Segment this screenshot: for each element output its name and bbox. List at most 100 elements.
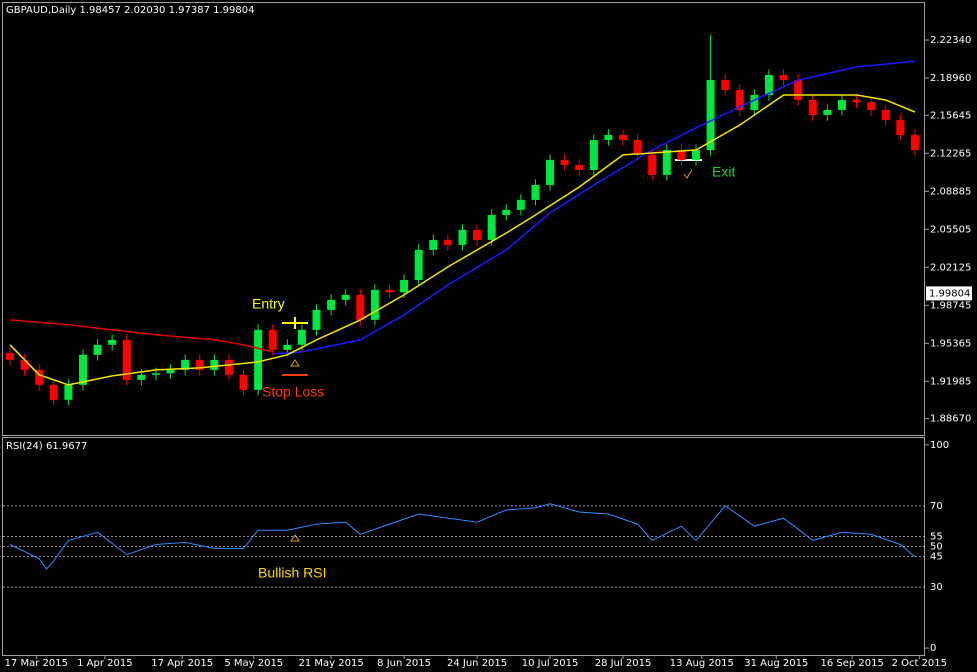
candle-body (356, 294, 365, 320)
x-tick-label: 13 Aug 2015 (670, 658, 734, 669)
candle-body (808, 99, 817, 116)
chart-title: GBPAUD,Daily 1.98457 2.02030 1.97387 1.9… (6, 5, 254, 16)
candle-body (166, 369, 175, 374)
arrow-icon (290, 534, 300, 542)
candle-body (122, 339, 131, 380)
candle-body (6, 353, 15, 360)
candle-body (429, 239, 438, 250)
y-tick-label: 1.91985 (930, 376, 971, 387)
candle-body (881, 109, 890, 120)
candle-body (385, 289, 394, 293)
candle-body (604, 135, 613, 140)
arrow-icon (290, 359, 300, 367)
candle-body (137, 374, 146, 380)
candle-body (414, 249, 423, 280)
candle-body (706, 80, 715, 150)
candle-body (283, 344, 292, 350)
candle-body (64, 384, 73, 400)
candle-body (443, 239, 452, 245)
candle-body (779, 74, 788, 81)
x-tick-label: 8 Jun 2015 (377, 658, 431, 669)
y-tick-label: 2.15645 (930, 110, 971, 121)
candle-body (648, 154, 657, 175)
x-tick-label: 31 Aug 2015 (744, 658, 808, 669)
annotation: Stop Loss (262, 384, 324, 400)
last-price-box (926, 286, 972, 301)
candle-body (531, 184, 540, 200)
candle-body (560, 159, 569, 165)
candle-body (78, 354, 87, 385)
y-tick-label: 30 (930, 582, 943, 593)
y-tick-label: 100 (930, 440, 949, 451)
y-tick-label: 1.88670 (930, 414, 971, 425)
rsi-title: RSI(24) 61.9677 (6, 441, 87, 452)
candle-body (750, 95, 759, 110)
candle-body (677, 149, 686, 160)
x-tick-label: 1 Apr 2015 (77, 658, 132, 669)
candle-body (867, 102, 876, 110)
candle-body (837, 99, 846, 110)
candle-body (35, 369, 44, 385)
x-tick-label: 17 Mar 2015 (5, 658, 68, 669)
candle-body (852, 99, 861, 103)
candle-body (341, 294, 350, 300)
y-tick-label: 1.95365 (930, 338, 971, 349)
y-tick-label: 2.18960 (930, 73, 971, 84)
x-tick-label: 21 May 2015 (298, 658, 363, 669)
y-tick-label: 0 (930, 643, 936, 654)
candle-body (735, 89, 744, 110)
annotation: Exit (712, 164, 735, 180)
candle-body (487, 214, 496, 240)
x-tick-label: 28 Jul 2015 (595, 658, 652, 669)
candle-body (370, 289, 379, 320)
candle-body (575, 164, 584, 170)
candle-body (473, 229, 482, 240)
candle-body (224, 359, 233, 375)
y-tick-label: 45 (930, 552, 943, 563)
candle-body (20, 359, 29, 370)
candle-body (910, 135, 919, 150)
y-tick-label: 2.02125 (930, 262, 971, 273)
x-tick-label: 16 Sep 2015 (820, 658, 883, 669)
candle-body (268, 329, 277, 350)
annotation: Entry (252, 296, 285, 312)
candle-body (210, 359, 219, 370)
candle-body (546, 159, 555, 185)
candle-body (502, 209, 511, 215)
candle-body (633, 139, 642, 155)
y-tick-label: 55 (930, 531, 943, 542)
moving-average (272, 60, 915, 355)
last-price-label: 1.99804 (929, 288, 970, 299)
candle-body (181, 359, 190, 370)
candle-body (589, 139, 598, 170)
candle-body (297, 329, 306, 345)
candle-body (662, 149, 671, 175)
candle-body (823, 109, 832, 116)
candle-body (458, 229, 467, 245)
y-tick-label: 2.12265 (930, 148, 971, 159)
moving-average (9, 319, 273, 353)
x-tick-label: 17 Apr 2015 (151, 658, 213, 669)
price-panel (2, 2, 925, 436)
y-tick-label: 2.05505 (930, 224, 971, 235)
candle-body (151, 373, 160, 375)
y-tick-label: 1.98745 (930, 300, 971, 311)
candle-body (619, 135, 628, 140)
candle-body (93, 344, 102, 355)
annotation: Bullish RSI (258, 565, 326, 581)
candle-body (516, 199, 525, 210)
moving-average (9, 94, 916, 386)
candle-body (312, 309, 321, 330)
y-tick-label: 70 (930, 501, 943, 512)
x-tick-label: 2 Oct 2015 (892, 658, 947, 669)
candle-body (764, 74, 773, 96)
candle-body (195, 359, 204, 370)
x-tick-label: 24 Jun 2015 (447, 658, 507, 669)
y-tick-label: 2.08885 (930, 186, 971, 197)
candle-body (239, 374, 248, 390)
candle-body (896, 119, 905, 136)
rsi-line (9, 503, 916, 570)
